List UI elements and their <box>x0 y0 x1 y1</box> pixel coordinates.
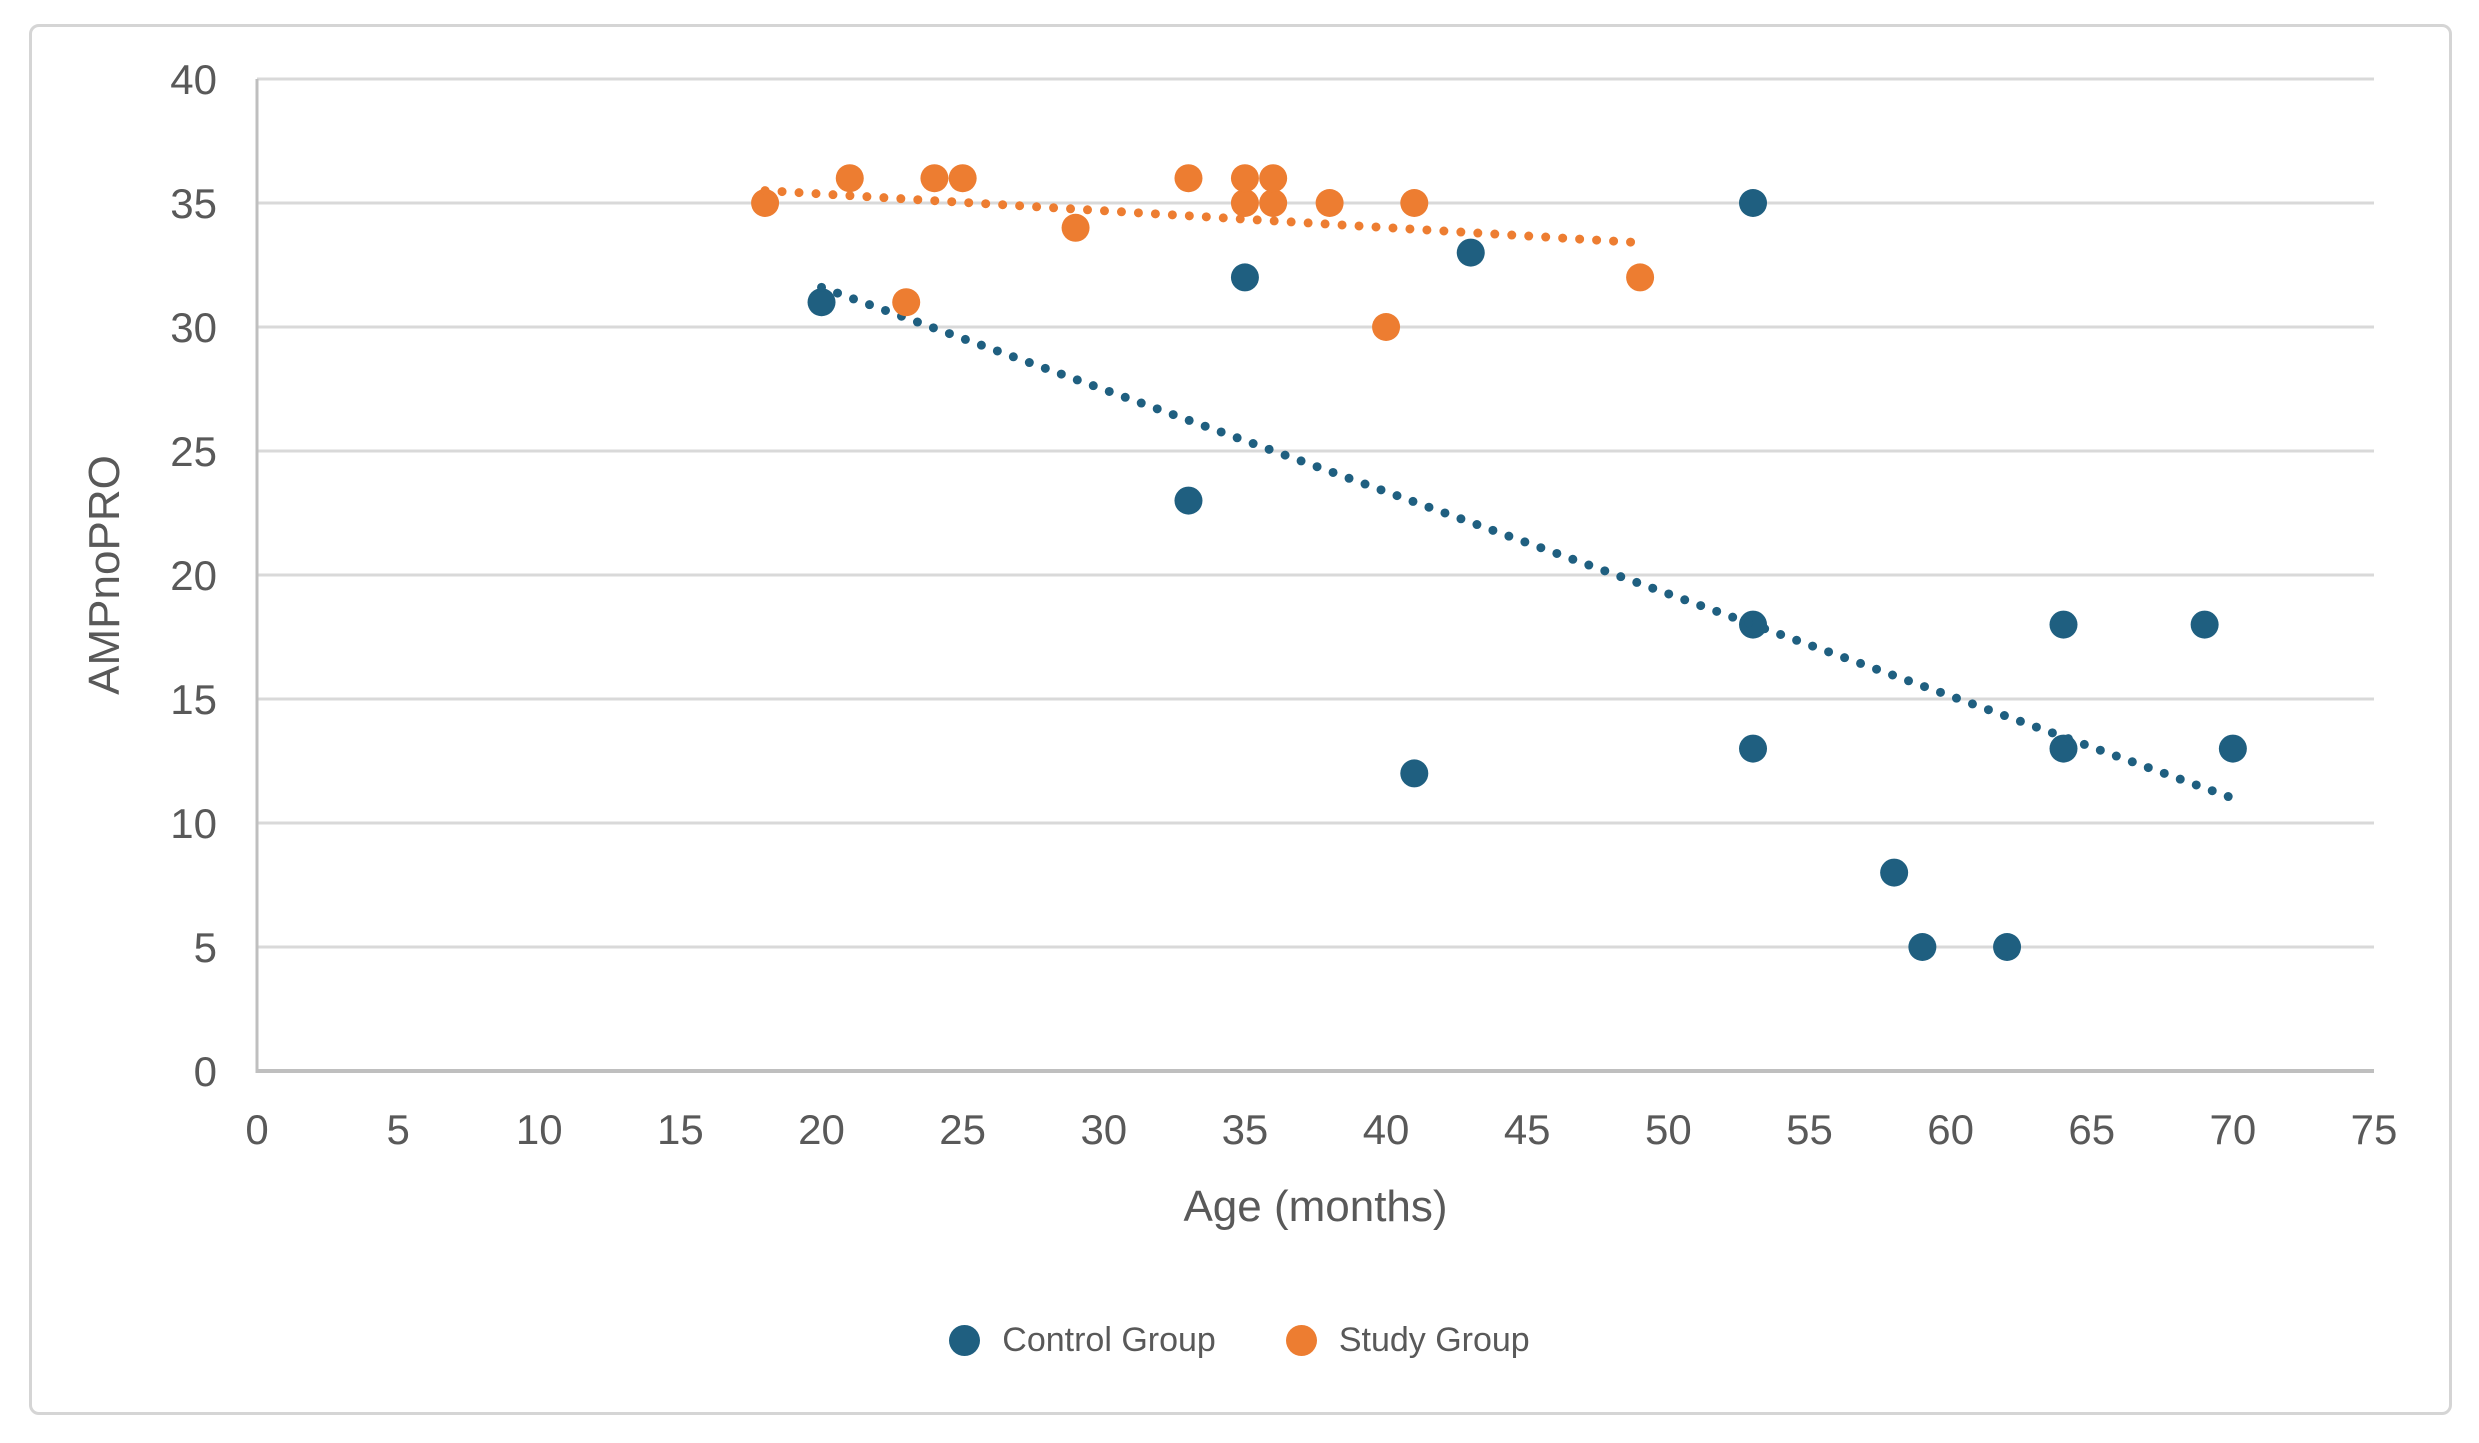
data-point-control-group <box>1456 238 1485 267</box>
x-tick-label: 45 <box>1504 1106 1551 1153</box>
x-tick-label: 25 <box>939 1106 986 1153</box>
data-point-control-group <box>1993 933 2022 961</box>
legend-label: Study Group <box>1338 1320 1530 1359</box>
x-tick-label: 30 <box>1080 1106 1127 1153</box>
x-tick-label: 10 <box>516 1106 563 1153</box>
y-tick-label: 0 <box>194 1048 217 1095</box>
data-point-study-group <box>1061 213 1090 242</box>
chart-frame <box>29 24 2452 1415</box>
x-tick-label: 70 <box>2210 1106 2257 1153</box>
y-axis-title: AMPnoPRO <box>80 455 129 695</box>
trendline-study-group <box>760 186 1645 248</box>
legend-item-control-group: Control Group <box>949 1321 1216 1360</box>
data-point-study-group <box>1259 189 1288 217</box>
data-point-study-group <box>1230 164 1259 193</box>
data-point-control-group <box>2218 734 2247 763</box>
x-tick-label: 60 <box>1927 1106 1974 1153</box>
x-tick-label: 20 <box>798 1106 845 1153</box>
data-point-control-group <box>2049 734 2078 763</box>
legend-marker-icon <box>949 1324 981 1356</box>
y-tick-label: 10 <box>170 800 217 847</box>
x-tick-label: 65 <box>2068 1106 2115 1153</box>
y-tick-label: 20 <box>170 552 217 599</box>
data-point-study-group <box>835 164 864 193</box>
x-tick-label: 50 <box>1645 1106 1692 1153</box>
data-point-control-group <box>1400 759 1429 788</box>
data-point-study-group <box>1626 263 1655 292</box>
data-point-control-group <box>2190 610 2219 639</box>
x-tick-label: 55 <box>1786 1106 1833 1153</box>
data-point-study-group <box>1400 189 1429 217</box>
legend-marker-icon <box>1285 1324 1317 1356</box>
data-point-control-group <box>1908 933 1937 961</box>
data-point-study-group <box>948 164 977 193</box>
x-tick-label: 35 <box>1222 1106 1269 1153</box>
x-tick-label: 5 <box>386 1106 409 1153</box>
x-tick-label: 40 <box>1363 1106 1410 1153</box>
data-point-study-group <box>892 288 921 317</box>
y-tick-label: 5 <box>194 924 217 971</box>
y-tick-label: 25 <box>170 428 217 475</box>
y-tick-label: 15 <box>170 676 217 723</box>
legend-label: Control Group <box>1002 1320 1216 1359</box>
legend: Control Group Study Group <box>0 1314 2479 1366</box>
x-tick-label: 15 <box>657 1106 704 1153</box>
data-point-study-group <box>1230 189 1259 217</box>
data-point-study-group <box>1259 164 1288 193</box>
legend-item-study-group: Study Group <box>1285 1320 1530 1360</box>
data-point-study-group <box>1372 313 1401 341</box>
data-point-control-group <box>1174 486 1203 515</box>
x-tick-label: 0 <box>245 1106 268 1153</box>
y-tick-label: 35 <box>170 180 217 227</box>
data-point-control-group <box>2049 610 2078 639</box>
data-point-study-group <box>1174 164 1203 193</box>
data-point-study-group <box>751 189 780 217</box>
data-point-control-group <box>1739 189 1768 217</box>
x-tick-label: 75 <box>2351 1106 2398 1153</box>
trendline-control-group <box>817 282 2238 803</box>
data-point-control-group <box>1880 858 1909 887</box>
data-point-control-group <box>1230 263 1259 292</box>
data-point-control-group <box>1739 734 1768 763</box>
data-point-control-group <box>807 288 836 317</box>
x-axis-title: Age (months) <box>1183 1182 1448 1231</box>
data-point-study-group <box>1315 189 1344 217</box>
y-tick-label: 30 <box>170 304 217 351</box>
data-point-control-group <box>1739 610 1768 639</box>
y-tick-label: 40 <box>170 56 217 103</box>
data-point-study-group <box>920 164 949 193</box>
